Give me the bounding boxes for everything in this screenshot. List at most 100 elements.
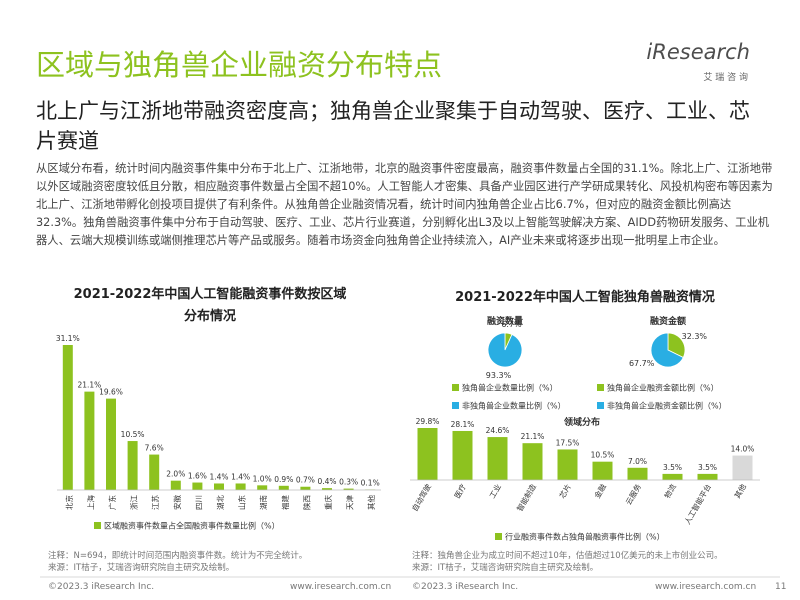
- data-label: 0.4%: [317, 477, 336, 486]
- subtitle: 北上广与江浙地带融资密度高；独角兽企业聚集于自动驾驶、医疗、工业、芯片赛道: [36, 99, 750, 153]
- legend-swatch: [452, 384, 459, 391]
- x-tick-label: 北京: [64, 495, 74, 510]
- note: 注释：N=694，即统计时间范围内融资事件数。统计为不完全统计。: [48, 551, 308, 561]
- page-title: 区域与独角兽企业融资分布特点: [36, 48, 443, 82]
- note: 注释：独角兽企业为成立时间不超过10年，估值超过10亿美元的未上市创业公司。: [412, 551, 723, 561]
- pie-slice: [650, 332, 684, 368]
- data-label: 19.6%: [99, 388, 123, 397]
- bar: [322, 488, 332, 490]
- data-label: 7.0%: [628, 457, 647, 466]
- data-label: 6.7%: [501, 320, 522, 329]
- bar: [106, 398, 116, 490]
- x-tick-label: 智能制造: [514, 482, 538, 513]
- x-tick-label: 人工智能平台: [682, 482, 713, 526]
- x-tick-label: 上海: [85, 495, 95, 510]
- source: 来源：IT桔子，艾瑞咨询研究院自主研究及绘制。: [412, 563, 599, 573]
- x-tick-label: 江苏: [150, 495, 160, 510]
- legend-label: 独角兽企业数量比例（%）: [462, 383, 558, 393]
- copyright: ©2023.3 iResearch Inc.: [412, 582, 519, 592]
- data-label: 24.6%: [486, 426, 510, 435]
- bar: [192, 482, 203, 490]
- data-label: 0.7%: [296, 476, 315, 485]
- legend-label: 区域融资事件数量占全国融资事件数量比例（%）: [104, 521, 280, 531]
- data-label: 14.0%: [731, 445, 755, 454]
- pie-title: 融资数量: [487, 315, 523, 327]
- x-tick-label: 云服务: [623, 482, 643, 507]
- legend-swatch: [597, 384, 604, 391]
- data-label: 1.0%: [253, 474, 272, 483]
- pie-title: 融资金额: [650, 315, 686, 327]
- legend-swatch: [94, 522, 101, 529]
- data-label: 93.3%: [486, 371, 512, 380]
- pie-slice: [667, 332, 686, 359]
- data-label: 67.7%: [629, 359, 655, 368]
- x-tick-label: 其他: [366, 495, 376, 510]
- bar: [627, 467, 648, 480]
- bar: [697, 473, 718, 480]
- pie-slice: [487, 332, 523, 368]
- source: 来源：IT桔子，艾瑞咨询研究院自主研究及绘制。: [48, 563, 235, 573]
- bar: [662, 473, 683, 480]
- x-tick-label: 物流: [662, 482, 678, 500]
- bar: [417, 428, 438, 480]
- data-label: 31.1%: [56, 334, 80, 343]
- legend-label: 行业融资事件数占独角兽融资事件比例（%）: [505, 532, 665, 542]
- data-label: 3.5%: [663, 463, 682, 472]
- data-label: 28.1%: [451, 420, 475, 429]
- data-label: 1.6%: [188, 472, 207, 481]
- data-label: 0.3%: [339, 478, 358, 487]
- bar: [235, 483, 246, 490]
- legend-label: 独角兽企业融资金额比例（%）: [607, 383, 719, 393]
- body-text: 从区域分布看，统计时间内融资事件集中分布于北上广、江浙地带，北京的融资事件密度最…: [36, 162, 773, 247]
- x-tick-label: 浙江: [129, 495, 139, 510]
- bar: [170, 480, 181, 490]
- bar: [300, 486, 311, 490]
- data-label: 17.5%: [556, 438, 580, 447]
- data-label: 3.5%: [698, 463, 717, 472]
- x-tick-label: 四川: [194, 495, 203, 510]
- chart-title: 2021-2022年中国人工智能融资事件数按区域分布情况: [73, 287, 347, 324]
- page-number: 11: [775, 582, 787, 592]
- bar: [557, 449, 578, 480]
- x-tick-label: 工业: [487, 482, 503, 500]
- x-tick-label: 安徽: [172, 495, 182, 510]
- legend-swatch: [597, 402, 604, 409]
- x-tick-label: 天津: [346, 495, 355, 510]
- data-label: 0.9%: [274, 475, 293, 484]
- bar: [257, 485, 268, 490]
- chart-subtitle: 领域分布: [564, 416, 600, 428]
- x-tick-label: 陕西: [301, 495, 311, 510]
- bar: [149, 454, 160, 490]
- x-tick-label: 金融: [592, 482, 608, 500]
- x-tick-label: 自动驾驶: [409, 482, 433, 513]
- x-tick-label: 芯片: [557, 482, 573, 500]
- legend-label: 非独角兽企业融资金额比例（%）: [607, 401, 727, 411]
- x-tick-label: 医疗: [452, 482, 468, 500]
- bar: [522, 443, 543, 480]
- legend-swatch: [495, 533, 502, 540]
- bar: [127, 441, 138, 490]
- bar: [487, 437, 508, 480]
- data-label: 1.4%: [231, 472, 250, 481]
- bar: [592, 461, 613, 480]
- bar: [278, 485, 289, 490]
- bar: [343, 488, 354, 490]
- data-label: 0.1%: [361, 479, 380, 488]
- data-label: 32.3%: [682, 332, 708, 341]
- x-tick-label: 湖北: [216, 495, 225, 510]
- x-tick-label: 湖南: [258, 495, 268, 510]
- legend-label: 非独角兽企业数量比例（%）: [462, 401, 566, 411]
- bar: [452, 430, 473, 480]
- x-tick-label: 其他: [732, 482, 748, 500]
- data-label: 10.5%: [591, 451, 615, 460]
- x-tick-label: 福建: [280, 495, 290, 510]
- logo-sub: 艾 瑞 咨 询: [703, 73, 748, 83]
- url: www.iresearch.com.cn: [655, 582, 757, 592]
- x-tick-label: 广东: [107, 495, 117, 510]
- logo: iResearch: [646, 40, 750, 64]
- data-label: 10.5%: [121, 430, 145, 439]
- data-label: 2.0%: [166, 470, 185, 479]
- x-tick-label: 重庆: [323, 495, 333, 510]
